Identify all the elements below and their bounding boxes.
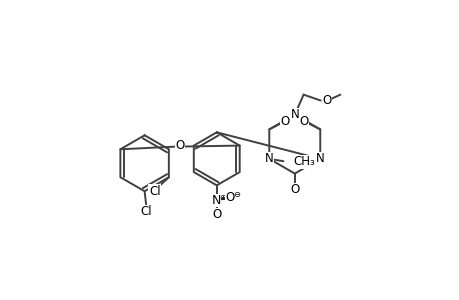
Text: O: O <box>175 140 184 152</box>
Text: O: O <box>212 208 221 221</box>
Text: O: O <box>299 115 308 128</box>
Text: N: N <box>212 194 221 207</box>
Text: N: N <box>315 152 324 165</box>
Text: ⊖: ⊖ <box>232 190 240 199</box>
Text: ⊕: ⊕ <box>219 193 226 202</box>
Text: N: N <box>264 152 273 165</box>
Text: O: O <box>290 183 299 196</box>
Text: O: O <box>322 94 331 107</box>
Text: Cl: Cl <box>149 185 160 198</box>
Text: O: O <box>225 191 234 204</box>
Text: CH₃: CH₃ <box>293 155 314 168</box>
Text: O: O <box>280 115 290 128</box>
Text: Cl: Cl <box>140 205 152 218</box>
Text: N: N <box>290 108 298 121</box>
